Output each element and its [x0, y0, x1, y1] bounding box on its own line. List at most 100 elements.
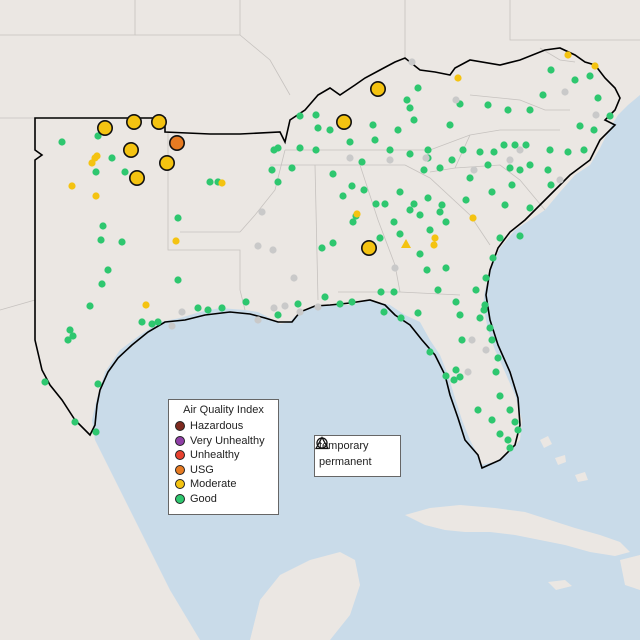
good-monitor[interactable]	[358, 158, 366, 166]
good-monitor[interactable]	[41, 378, 49, 386]
good-monitor[interactable]	[506, 164, 514, 172]
good-monitor[interactable]	[371, 136, 379, 144]
moderate-temporary-monitor[interactable]	[129, 170, 146, 187]
good-monitor[interactable]	[472, 286, 480, 294]
no-data-monitor[interactable]	[254, 316, 262, 324]
good-monitor[interactable]	[394, 126, 402, 134]
good-monitor[interactable]	[312, 111, 320, 119]
good-monitor[interactable]	[522, 141, 530, 149]
good-monitor[interactable]	[58, 138, 66, 146]
moderate-temporary-monitor[interactable]	[360, 240, 377, 257]
good-monitor[interactable]	[386, 146, 394, 154]
good-monitor[interactable]	[514, 426, 522, 434]
good-monitor[interactable]	[590, 126, 598, 134]
good-monitor[interactable]	[414, 84, 422, 92]
good-monitor[interactable]	[329, 239, 337, 247]
good-monitor[interactable]	[576, 122, 584, 130]
good-monitor[interactable]	[506, 406, 514, 414]
good-monitor[interactable]	[504, 436, 512, 444]
good-monitor[interactable]	[242, 298, 250, 306]
good-monitor[interactable]	[99, 222, 107, 230]
no-data-monitor[interactable]	[386, 156, 394, 164]
good-monitor[interactable]	[436, 208, 444, 216]
good-monitor[interactable]	[92, 428, 100, 436]
good-monitor[interactable]	[329, 170, 337, 178]
no-data-monitor[interactable]	[346, 154, 354, 162]
good-monitor[interactable]	[64, 336, 72, 344]
good-monitor[interactable]	[288, 164, 296, 172]
good-monitor[interactable]	[339, 192, 347, 200]
no-data-monitor[interactable]	[482, 346, 490, 354]
good-monitor[interactable]	[274, 311, 282, 319]
good-monitor[interactable]	[403, 96, 411, 104]
good-monitor[interactable]	[318, 244, 326, 252]
good-monitor[interactable]	[466, 174, 474, 182]
good-monitor[interactable]	[92, 168, 100, 176]
good-monitor[interactable]	[406, 150, 414, 158]
no-data-monitor[interactable]	[270, 304, 278, 312]
good-monitor[interactable]	[476, 314, 484, 322]
no-data-monitor[interactable]	[561, 88, 569, 96]
moderate-monitor[interactable]	[93, 152, 101, 160]
good-monitor[interactable]	[488, 416, 496, 424]
good-monitor[interactable]	[496, 392, 504, 400]
no-data-monitor[interactable]	[258, 208, 266, 216]
good-monitor[interactable]	[321, 293, 329, 301]
good-monitor[interactable]	[442, 264, 450, 272]
no-data-monitor[interactable]	[408, 58, 416, 66]
good-monitor[interactable]	[452, 366, 460, 374]
good-monitor[interactable]	[118, 238, 126, 246]
good-monitor[interactable]	[377, 288, 385, 296]
moderate-temporary-monitor[interactable]	[369, 81, 386, 98]
good-monitor[interactable]	[296, 144, 304, 152]
good-monitor[interactable]	[516, 166, 524, 174]
good-monitor[interactable]	[456, 311, 464, 319]
good-monitor[interactable]	[154, 318, 162, 326]
good-monitor[interactable]	[511, 418, 519, 426]
good-monitor[interactable]	[580, 146, 588, 154]
good-monitor[interactable]	[396, 230, 404, 238]
good-monitor[interactable]	[97, 236, 105, 244]
good-monitor[interactable]	[506, 444, 514, 452]
good-monitor[interactable]	[546, 146, 554, 154]
good-monitor[interactable]	[360, 186, 368, 194]
good-monitor[interactable]	[66, 326, 74, 334]
good-monitor[interactable]	[571, 76, 579, 84]
good-monitor[interactable]	[442, 372, 450, 380]
good-monitor[interactable]	[397, 314, 405, 322]
moderate-temporary-monitor[interactable]	[159, 155, 176, 172]
good-monitor[interactable]	[547, 66, 555, 74]
good-monitor[interactable]	[606, 112, 614, 120]
no-data-monitor[interactable]	[391, 264, 399, 272]
good-monitor[interactable]	[148, 320, 156, 328]
no-data-monitor[interactable]	[290, 274, 298, 282]
good-monitor[interactable]	[69, 332, 77, 340]
good-monitor[interactable]	[442, 218, 450, 226]
good-monitor[interactable]	[526, 106, 534, 114]
good-monitor[interactable]	[586, 72, 594, 80]
moderate-monitor[interactable]	[564, 51, 572, 59]
good-monitor[interactable]	[500, 141, 508, 149]
moderate-monitor[interactable]	[431, 234, 439, 242]
good-monitor[interactable]	[396, 188, 404, 196]
good-monitor[interactable]	[436, 164, 444, 172]
good-monitor[interactable]	[448, 156, 456, 164]
good-monitor[interactable]	[349, 218, 357, 226]
usg-temporary-monitor[interactable]	[169, 135, 186, 152]
good-monitor[interactable]	[526, 161, 534, 169]
good-monitor[interactable]	[94, 380, 102, 388]
good-monitor[interactable]	[484, 161, 492, 169]
moderate-monitor[interactable]	[172, 237, 180, 245]
moderate-monitor[interactable]	[430, 241, 438, 249]
good-monitor[interactable]	[348, 298, 356, 306]
no-data-monitor[interactable]	[296, 308, 304, 316]
moderate-monitor[interactable]	[454, 74, 462, 82]
no-data-monitor[interactable]	[506, 156, 514, 164]
good-monitor[interactable]	[456, 373, 464, 381]
good-monitor[interactable]	[490, 148, 498, 156]
good-monitor[interactable]	[547, 181, 555, 189]
good-monitor[interactable]	[294, 300, 302, 308]
good-monitor[interactable]	[489, 254, 497, 262]
good-monitor[interactable]	[326, 126, 334, 134]
moderate-monitor[interactable]	[68, 182, 76, 190]
